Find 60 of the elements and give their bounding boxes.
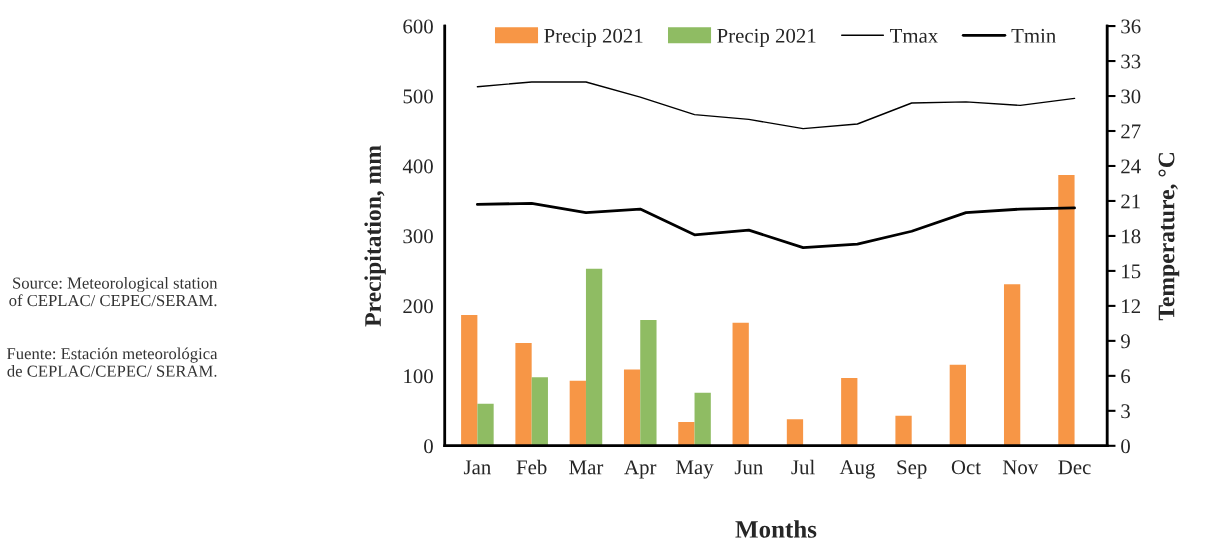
y-tick-label: 500 [403, 89, 433, 104]
bar [895, 415, 912, 446]
y2-tick-label: 18 [1122, 229, 1141, 244]
bar [515, 342, 532, 446]
bar [640, 319, 657, 446]
y2-tick-label: 21 [1121, 194, 1140, 209]
line-series [476, 81, 1076, 130]
bar [461, 314, 478, 446]
x-tick-label: Dec [1058, 460, 1091, 475]
y2-tick-label: 24 [1121, 159, 1141, 174]
y2-tick-label: 6 [1121, 369, 1131, 384]
bar [841, 377, 858, 446]
y2-tick-label: 9 [1121, 334, 1130, 349]
y2-tick-label: 33 [1121, 54, 1141, 69]
legend-label: Tmin [1011, 28, 1056, 43]
line-series [475, 201, 1076, 249]
bar [678, 422, 695, 446]
x-tick-label: Jul [791, 459, 815, 475]
bar [477, 403, 494, 446]
x-tick-label: Oct [951, 460, 981, 475]
x-tick-label: Nov [1002, 460, 1039, 475]
x-axis-title: Months [735, 520, 817, 538]
y2-tick-label: 30 [1121, 89, 1141, 104]
source-note: Source: Meteorological station of CEPLAC/ CEPEC/SERAM. [9, 276, 218, 307]
bar [786, 419, 804, 446]
bar [694, 392, 711, 446]
x-tick-label: Sep [897, 460, 927, 479]
x-tick-label: Jan [463, 460, 491, 475]
x-tick-label: Aug [839, 460, 875, 479]
bar [585, 268, 603, 446]
y2-tick-label: 36 [1121, 19, 1141, 34]
y2-tick-label: 27 [1121, 124, 1141, 139]
y2-tick-label: 15 [1122, 264, 1141, 279]
x-tick-label: Apr [624, 460, 657, 479]
x-tick-label: Jun [734, 460, 763, 475]
y-tick-label: 200 [403, 299, 433, 314]
bar [949, 364, 966, 446]
bar [531, 377, 548, 446]
y-axis-title: Precipitation, mm [364, 145, 386, 327]
bar [732, 322, 749, 446]
bar [623, 369, 641, 446]
y2-axis-title: Temperature, °C [1158, 153, 1180, 321]
legend-label: Tmax [890, 28, 938, 43]
x-tick-label: Feb [516, 459, 547, 475]
y-tick-label: 0 [424, 439, 433, 454]
legend-label: Precip 2021 [717, 28, 816, 48]
y2-tick-label: 0 [1121, 439, 1130, 454]
bar [1003, 284, 1021, 446]
legend-label: Precip 2021 [544, 28, 643, 48]
y-tick-label: 600 [403, 19, 433, 34]
y-tick-label: 400 [402, 159, 433, 174]
bar [1058, 175, 1075, 446]
y2-tick-label: 12 [1122, 299, 1141, 314]
source-note: Fuente: Estación meteorológica de CEPLAC/CEPEC/ SERAM. [6, 347, 218, 377]
bar [569, 380, 586, 446]
x-tick-label: Mar [569, 460, 604, 475]
y-tick-label: 100 [404, 369, 433, 384]
y2-tick-label: 3 [1121, 404, 1130, 419]
y-tick-label: 300 [403, 229, 433, 244]
x-tick-label: May [676, 460, 714, 479]
